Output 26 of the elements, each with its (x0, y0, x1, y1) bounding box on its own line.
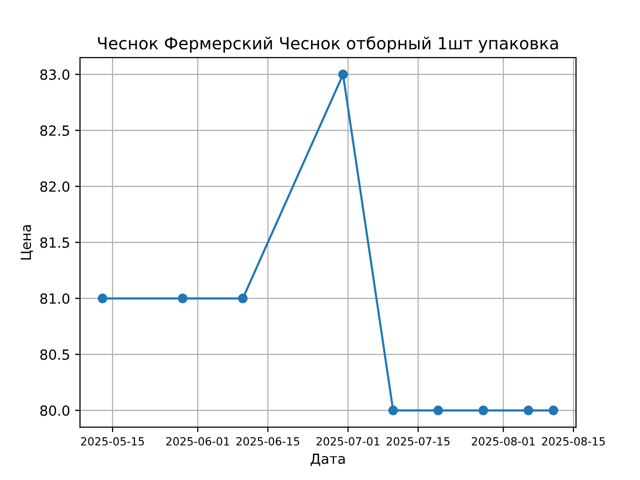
y-tick-label: 81.5 (40, 237, 70, 248)
x-tick-label: 2025-08-15 (542, 437, 605, 446)
point (548, 406, 558, 416)
point (98, 294, 108, 304)
y-tick-label: 80.5 (40, 349, 70, 360)
point (433, 406, 444, 416)
point (178, 294, 188, 304)
point (388, 406, 398, 416)
x-tick-label: 2025-07-15 (386, 437, 450, 446)
x-tick-label: 2025-06-01 (166, 437, 229, 446)
point (338, 70, 348, 80)
y-tick-label: 82.0 (40, 181, 70, 192)
x-axis-title: Дата (310, 454, 345, 466)
y-tick-label: 81.0 (40, 293, 70, 304)
x-tick-label: 2025-05-15 (81, 437, 144, 446)
x-tick-label: 2025-07-01 (316, 437, 380, 446)
y-tick-label: 82.5 (40, 125, 70, 136)
y-axis-title: Цена (20, 225, 34, 260)
point (478, 406, 488, 416)
point (524, 406, 534, 416)
point (238, 294, 248, 304)
y-tick-label: 83.0 (40, 69, 70, 80)
x-tick-label: 2025-08-01 (472, 437, 535, 446)
chart-title: Чеснок Фермерский Чеснок отборный 1шт упаковка (98, 36, 558, 53)
x-tick-label: 2025-06-15 (236, 437, 300, 446)
y-tick-label: 80.0 (40, 405, 70, 416)
